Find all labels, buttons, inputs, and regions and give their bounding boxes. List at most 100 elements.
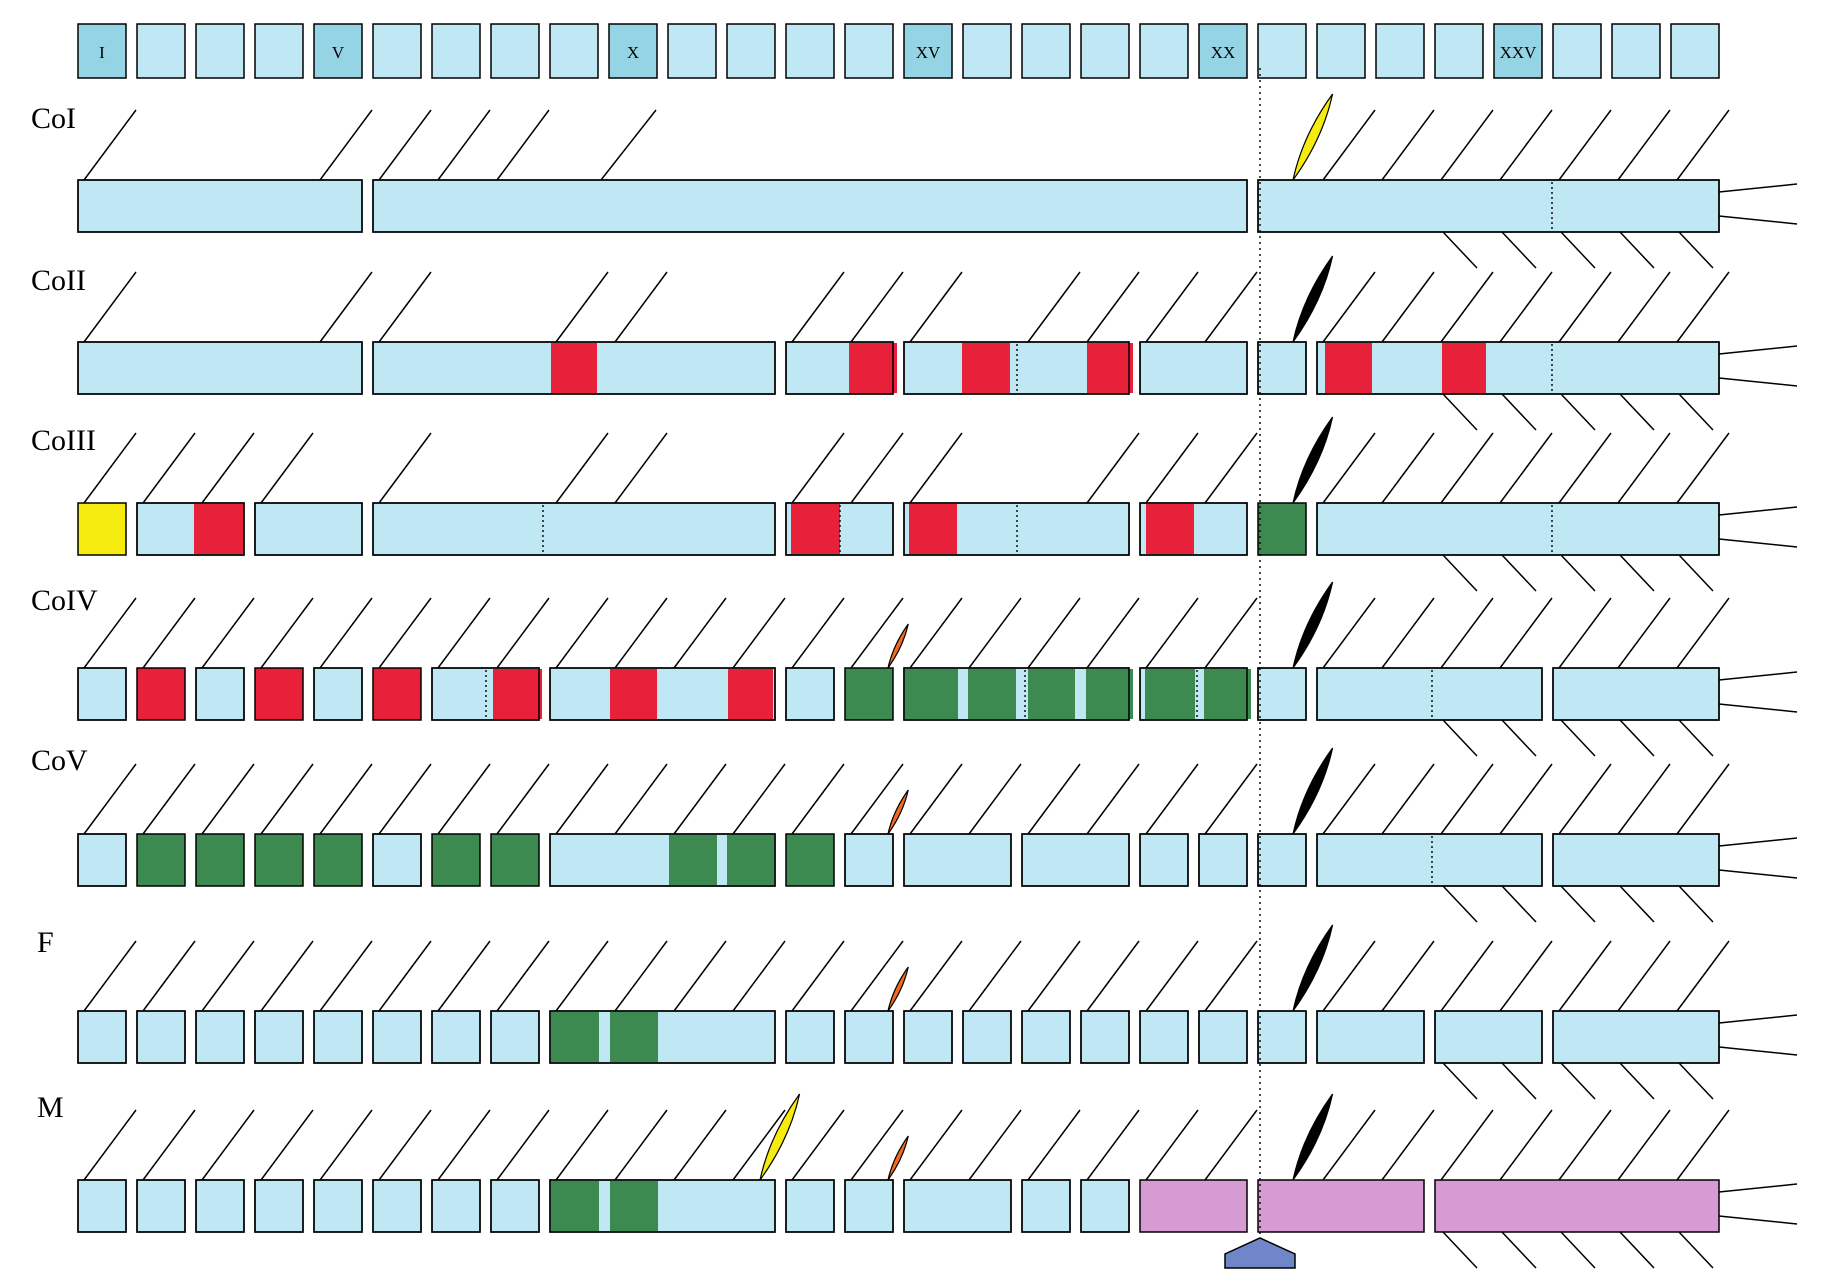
leg-line: [850, 597, 904, 669]
leg-line: [260, 763, 314, 835]
leg-line: [83, 432, 137, 504]
leg-line: [1381, 940, 1435, 1012]
leg-line: [378, 109, 432, 181]
leg-line: [83, 940, 137, 1012]
leg-line: [1678, 231, 1714, 269]
leg-line: [1676, 1109, 1730, 1181]
segment-outline: [1316, 341, 1720, 395]
red-band: [849, 343, 897, 393]
leg-line: [555, 940, 609, 1012]
leg-line: [614, 597, 668, 669]
leg-line: [1718, 1014, 1798, 1024]
segment-box: [372, 1179, 422, 1233]
red-band: [551, 343, 597, 393]
leg-line: [909, 432, 963, 504]
leg-line: [319, 763, 373, 835]
leg-line: [1322, 1109, 1376, 1181]
segment-outline: [903, 833, 1012, 887]
segment-box: [1257, 179, 1720, 233]
leg-line: [83, 597, 137, 669]
segment-box: [1316, 1010, 1425, 1064]
segment-box: [254, 667, 304, 721]
row-label: CoII: [31, 264, 86, 297]
yellow-claw-icon: [1292, 93, 1334, 181]
leg-line: [1145, 1109, 1199, 1181]
leg-line: [1617, 763, 1671, 835]
segment-box: [1080, 1179, 1130, 1233]
segment-outline: [785, 341, 894, 395]
leg-line: [1718, 183, 1798, 193]
leg-line: [1619, 231, 1655, 269]
segment-box: [1434, 1010, 1543, 1064]
leg-line: [1560, 554, 1596, 592]
black-claw-icon: [1292, 747, 1334, 835]
black-claw-icon: [1292, 581, 1334, 669]
leg-line: [1322, 763, 1376, 835]
leg-line: [201, 597, 255, 669]
leg-line: [909, 763, 963, 835]
segment-outline: [1021, 1010, 1071, 1064]
segment-outline: [77, 179, 363, 233]
segment-outline: [490, 1010, 540, 1064]
leg-line: [1442, 393, 1478, 431]
segment-box: [1021, 833, 1130, 887]
leg-line: [1678, 719, 1714, 757]
leg-line: [909, 271, 963, 343]
leg-line: [555, 763, 609, 835]
segment-outline: [1316, 833, 1543, 887]
segment-outline: [903, 341, 1130, 395]
leg-line: [1027, 271, 1081, 343]
leg-line: [1145, 940, 1199, 1012]
ruler-cell: [77, 23, 127, 79]
leg-line: [555, 597, 609, 669]
segment-outline: [1139, 341, 1248, 395]
red-band: [728, 669, 773, 719]
segment-outline: [1316, 667, 1543, 721]
segment-outline: [1257, 179, 1720, 233]
leg-line: [201, 1109, 255, 1181]
segment-outline: [785, 1010, 835, 1064]
leg-line: [319, 109, 373, 181]
segment-outline: [903, 1179, 1012, 1233]
ruler-cell: [962, 23, 1012, 79]
segment-box: [195, 1179, 245, 1233]
segment-outline: [372, 1010, 422, 1064]
ruler-cell: [844, 23, 894, 79]
segment-outline: [1198, 833, 1248, 887]
segment-rows: CoI CoII CoIII CoIV CoV F M: [31, 93, 1798, 1269]
ruler-cell: [313, 23, 363, 79]
segment-outline: [77, 341, 363, 395]
leg-line: [555, 432, 609, 504]
ruler-cell: [1493, 23, 1543, 79]
leg-line: [1145, 271, 1199, 343]
segment-outline: [195, 1010, 245, 1064]
leg-line: [142, 432, 196, 504]
leg-line: [1442, 885, 1478, 923]
leg-line: [83, 109, 137, 181]
leg-line: [1560, 1062, 1596, 1100]
leg-line: [378, 432, 432, 504]
segment-outline: [549, 1010, 776, 1064]
red-band: [610, 669, 657, 719]
leg-line: [496, 1109, 550, 1181]
segment-outline: [844, 1179, 894, 1233]
leg-line: [791, 597, 845, 669]
segment-outline: [1257, 833, 1307, 887]
segment-outline: [254, 1179, 304, 1233]
ruler-cell: [726, 23, 776, 79]
ruler-cell: [254, 23, 304, 79]
segment-outline: [254, 502, 363, 556]
green-band: [968, 669, 1016, 719]
leg-line: [1381, 109, 1435, 181]
leg-line: [968, 597, 1022, 669]
segment-box: [313, 1179, 363, 1233]
leg-line: [1676, 109, 1730, 181]
leg-line: [1381, 1109, 1435, 1181]
segment-box: [77, 833, 127, 887]
segment-box: [844, 1010, 894, 1064]
segment-outline: [77, 833, 127, 887]
leg-line: [850, 271, 904, 343]
leg-line: [1617, 109, 1671, 181]
leg-line: [850, 763, 904, 835]
segment-outline: [136, 502, 245, 556]
